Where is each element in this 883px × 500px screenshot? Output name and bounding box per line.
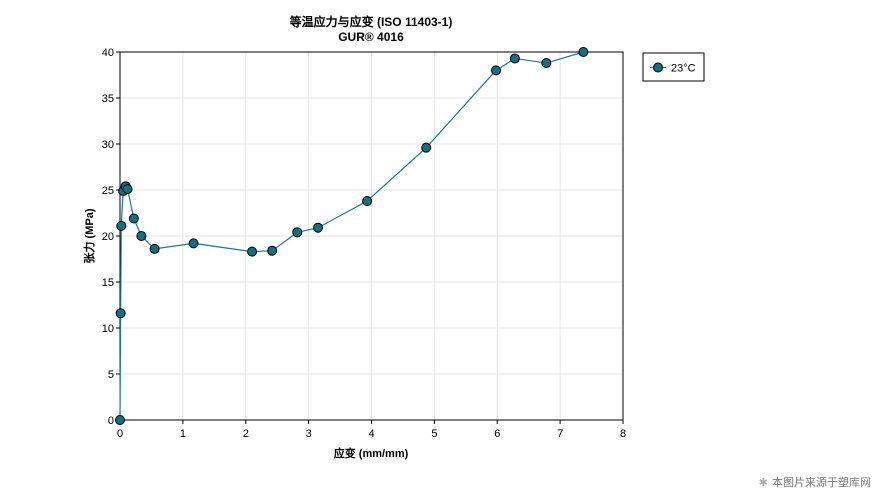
y-tick-label: 25 xyxy=(102,185,114,197)
legend-label-23c: 23°C xyxy=(671,63,696,75)
data-point xyxy=(149,243,160,254)
y-axis-label: 张力 (MPa) xyxy=(82,208,96,263)
chart-title: 等温应力与应变 (ISO 11403-1) xyxy=(289,14,453,29)
y-tick-label: 15 xyxy=(102,277,114,289)
data-point xyxy=(313,222,324,233)
x-tick-label: 3 xyxy=(306,428,312,440)
data-point xyxy=(509,53,520,64)
data-point xyxy=(541,58,552,69)
watermark-text: 本图片来源于塑库网 xyxy=(772,477,871,489)
x-tick-label: 6 xyxy=(494,428,500,440)
x-tick-label: 4 xyxy=(368,428,374,440)
x-tick-label: 1 xyxy=(180,428,186,440)
data-point xyxy=(115,415,125,425)
data-point xyxy=(136,231,147,241)
data-point xyxy=(267,245,278,256)
grid-lines xyxy=(120,52,623,420)
data-point xyxy=(116,220,127,231)
y-tick-label: 0 xyxy=(108,415,114,427)
data-point xyxy=(362,196,373,207)
series-layer xyxy=(115,47,589,425)
chart-subtitle: GUR® 4016 xyxy=(338,30,404,44)
x-tick-label: 8 xyxy=(620,428,626,440)
axis-ticks: 0 1 2 3 4 5 6 7 8 0 5 10 15 20 25 30 35 40 xyxy=(102,47,626,440)
star-icon: ✱ xyxy=(758,477,768,489)
data-point xyxy=(128,213,139,224)
x-axis-label: 应变 (mm/mm) xyxy=(334,446,409,460)
data-point xyxy=(578,47,589,57)
data-point xyxy=(122,184,133,195)
data-point xyxy=(421,142,432,153)
y-tick-label: 30 xyxy=(102,139,114,151)
data-point xyxy=(188,238,199,249)
x-tick-label: 5 xyxy=(431,428,437,440)
data-point xyxy=(247,246,258,257)
y-tick-label: 10 xyxy=(102,323,114,335)
x-tick-label: 0 xyxy=(117,428,123,440)
data-point xyxy=(292,227,303,238)
y-tick-label: 40 xyxy=(102,47,114,59)
data-point xyxy=(490,65,501,76)
x-tick-label: 2 xyxy=(243,428,249,440)
y-tick-label: 35 xyxy=(102,93,114,105)
y-tick-label: 20 xyxy=(102,231,114,243)
data-point xyxy=(115,308,126,319)
watermark: ✱ 本图片来源于塑库网 xyxy=(759,474,871,490)
legend-marker-23c xyxy=(653,62,663,73)
legend: 23°C xyxy=(642,52,705,82)
x-tick-label: 7 xyxy=(557,428,563,440)
y-tick-label: 5 xyxy=(108,369,114,381)
